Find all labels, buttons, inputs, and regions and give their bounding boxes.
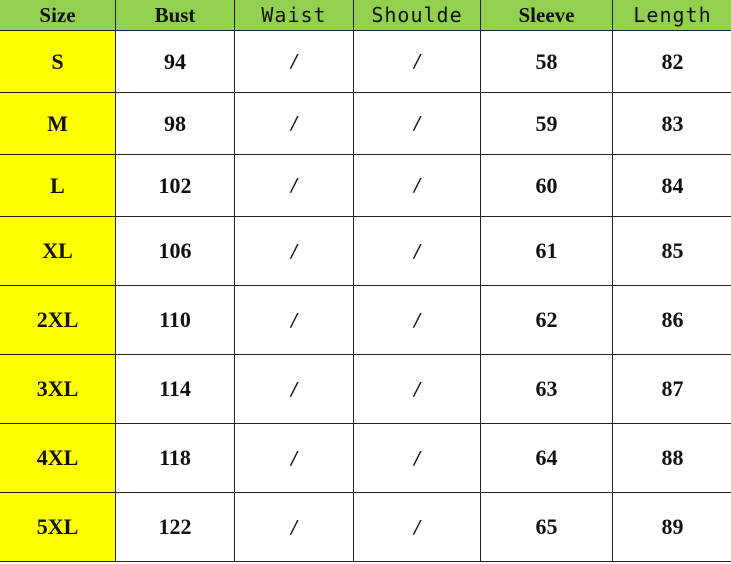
- cell-bust: 106: [115, 216, 235, 286]
- cell-length: 84: [612, 154, 731, 217]
- table-row: L 102//60 84: [0, 154, 731, 217]
- cell-bust: 94: [115, 30, 235, 93]
- header-length: Length: [612, 0, 731, 31]
- table-row: M 98//59 83: [0, 92, 731, 155]
- cell-sleeve: 62: [480, 285, 613, 355]
- cell-size: L: [0, 154, 116, 217]
- cell-size: 5XL: [0, 492, 116, 562]
- cell-size: S: [0, 30, 116, 93]
- table-row: XL 106//61 85: [0, 216, 731, 286]
- cell-sleeve: 64: [480, 423, 613, 493]
- header-sleeve: Sleeve: [480, 0, 613, 31]
- table-row: 2XL 110//62 86: [0, 285, 731, 355]
- cell-size: 3XL: [0, 354, 116, 424]
- cell-shoulder: /: [353, 492, 481, 562]
- cell-sleeve: 65: [480, 492, 613, 562]
- cell-size: XL: [0, 216, 116, 286]
- cell-sleeve: 63: [480, 354, 613, 424]
- cell-shoulder: /: [353, 154, 481, 217]
- cell-shoulder: /: [353, 30, 481, 93]
- cell-shoulder: /: [353, 216, 481, 286]
- cell-shoulder: /: [353, 423, 481, 493]
- cell-bust: 98: [115, 92, 235, 155]
- header-size: Size: [0, 0, 116, 31]
- cell-waist: /: [234, 423, 354, 493]
- cell-size: 2XL: [0, 285, 116, 355]
- cell-length: 86: [612, 285, 731, 355]
- cell-size: M: [0, 92, 116, 155]
- cell-waist: /: [234, 154, 354, 217]
- cell-waist: /: [234, 285, 354, 355]
- cell-bust: 102: [115, 154, 235, 217]
- cell-length: 85: [612, 216, 731, 286]
- cell-length: 83: [612, 92, 731, 155]
- cell-length: 88: [612, 423, 731, 493]
- cell-waist: /: [234, 492, 354, 562]
- cell-length: 89: [612, 492, 731, 562]
- table-row: S 94//58 82: [0, 30, 731, 93]
- cell-waist: /: [234, 92, 354, 155]
- table-row: 5XL 122//65 89: [0, 492, 731, 562]
- cell-bust: 122: [115, 492, 235, 562]
- cell-sleeve: 58: [480, 30, 613, 93]
- cell-waist: /: [234, 354, 354, 424]
- cell-bust: 114: [115, 354, 235, 424]
- cell-sleeve: 59: [480, 92, 613, 155]
- cell-bust: 118: [115, 423, 235, 493]
- cell-length: 87: [612, 354, 731, 424]
- header-row: Size Bust Waist Shoulde Sleeve Length: [0, 0, 731, 31]
- header-shoulder: Shoulde: [353, 0, 481, 31]
- cell-size: 4XL: [0, 423, 116, 493]
- header-waist: Waist: [234, 0, 354, 31]
- cell-shoulder: /: [353, 92, 481, 155]
- cell-shoulder: /: [353, 354, 481, 424]
- table-row: 3XL 114//63 87: [0, 354, 731, 424]
- cell-length: 82: [612, 30, 731, 93]
- table-row: 4XL 118//64 88: [0, 423, 731, 493]
- cell-shoulder: /: [353, 285, 481, 355]
- cell-bust: 110: [115, 285, 235, 355]
- header-bust: Bust: [115, 0, 235, 31]
- cell-sleeve: 60: [480, 154, 613, 217]
- cell-waist: /: [234, 216, 354, 286]
- cell-waist: /: [234, 30, 354, 93]
- cell-sleeve: 61: [480, 216, 613, 286]
